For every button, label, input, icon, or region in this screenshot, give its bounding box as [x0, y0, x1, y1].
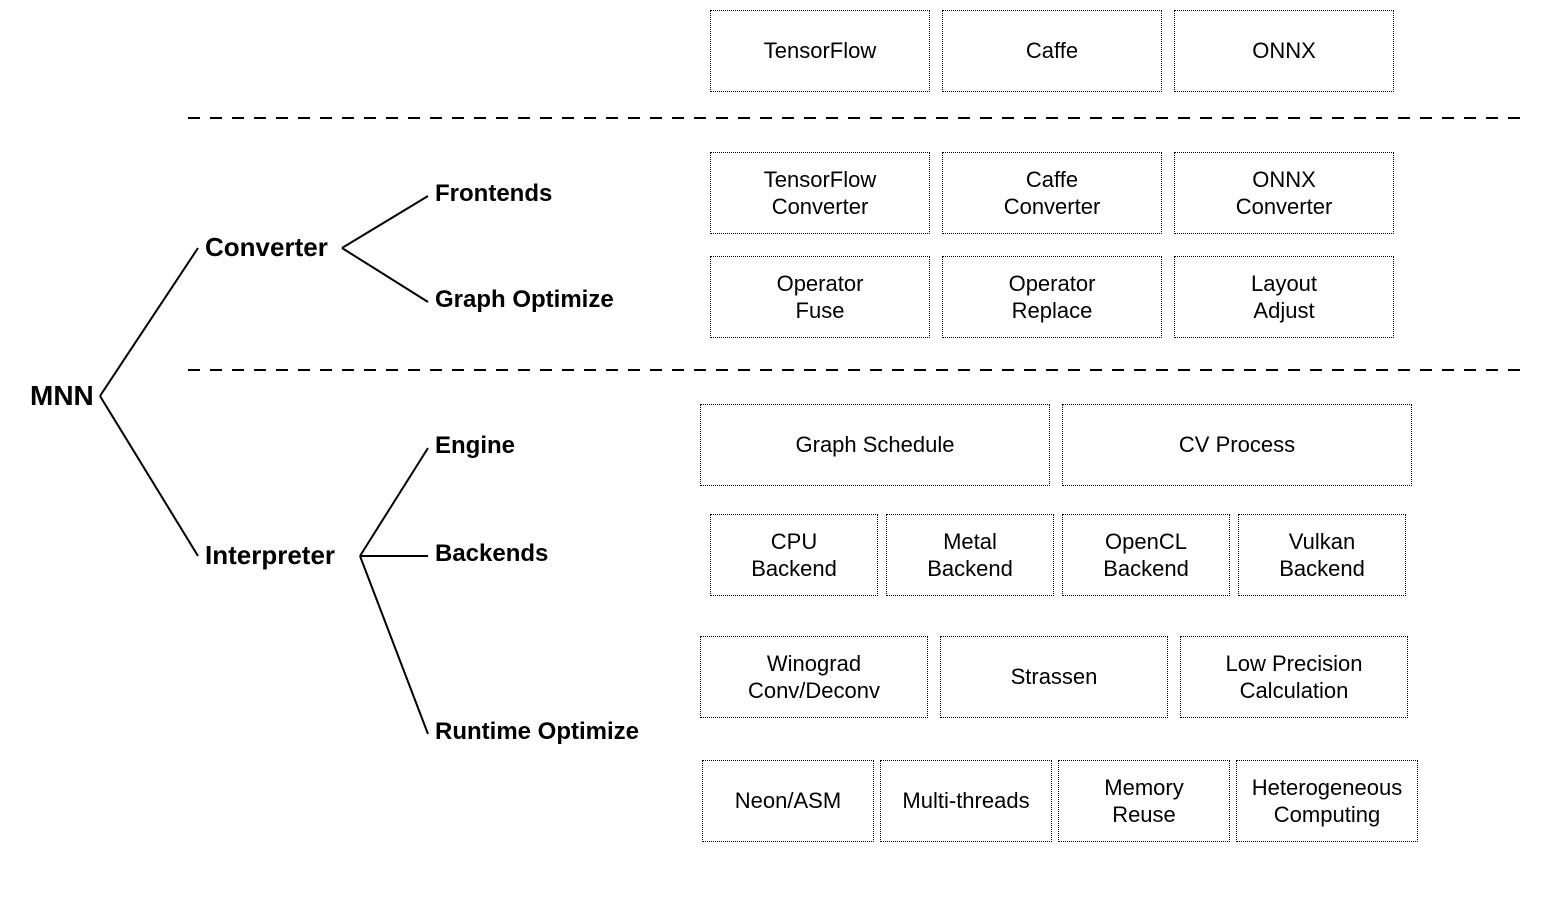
- frontends-label: Frontends: [435, 180, 552, 208]
- box-opencl-backend: OpenCLBackend: [1062, 514, 1230, 596]
- box-op-fuse: OperatorFuse: [710, 256, 930, 338]
- box-multithr: Multi-threads: [880, 760, 1052, 842]
- box-onnx: ONNX: [1174, 10, 1394, 92]
- box-hetero: HeterogeneousComputing: [1236, 760, 1418, 842]
- converter-label: Converter: [205, 232, 328, 263]
- box-caffe-converter: CaffeConverter: [942, 152, 1162, 234]
- box-cpu-backend: CPUBackend: [710, 514, 878, 596]
- backends-label: Backends: [435, 540, 548, 568]
- box-cv-process: CV Process: [1062, 404, 1412, 486]
- box-caffe: Caffe: [942, 10, 1162, 92]
- engine-label: Engine: [435, 432, 515, 460]
- box-vulkan-backend: VulkanBackend: [1238, 514, 1406, 596]
- box-tf-converter: TensorFlowConverter: [710, 152, 930, 234]
- box-strassen: Strassen: [940, 636, 1168, 718]
- box-metal-backend: MetalBackend: [886, 514, 1054, 596]
- box-onnx-converter: ONNXConverter: [1174, 152, 1394, 234]
- runtime-optimize-label: Runtime Optimize: [435, 718, 639, 746]
- box-layout-adj: LayoutAdjust: [1174, 256, 1394, 338]
- interpreter-label: Interpreter: [205, 540, 335, 571]
- box-op-replace: OperatorReplace: [942, 256, 1162, 338]
- box-tensorflow: TensorFlow: [710, 10, 930, 92]
- graph-optimize-label: Graph Optimize: [435, 286, 614, 314]
- box-graph-schedule: Graph Schedule: [700, 404, 1050, 486]
- root-label: MNN: [30, 380, 94, 412]
- box-memreuse: MemoryReuse: [1058, 760, 1230, 842]
- box-winograd: WinogradConv/Deconv: [700, 636, 928, 718]
- box-neon: Neon/ASM: [702, 760, 874, 842]
- box-lowprec: Low PrecisionCalculation: [1180, 636, 1408, 718]
